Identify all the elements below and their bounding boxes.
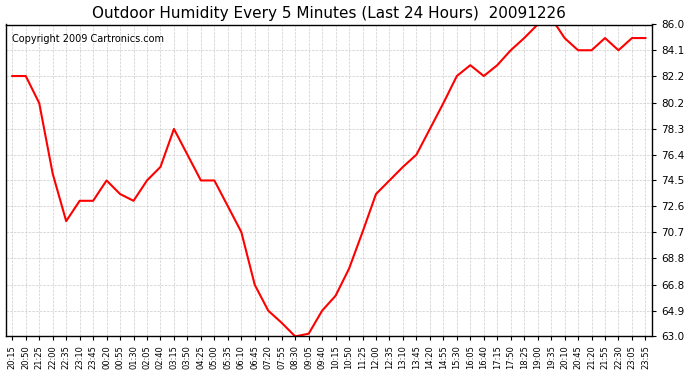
Text: Copyright 2009 Cartronics.com: Copyright 2009 Cartronics.com: [12, 34, 164, 44]
Title: Outdoor Humidity Every 5 Minutes (Last 24 Hours)  20091226: Outdoor Humidity Every 5 Minutes (Last 2…: [92, 6, 566, 21]
